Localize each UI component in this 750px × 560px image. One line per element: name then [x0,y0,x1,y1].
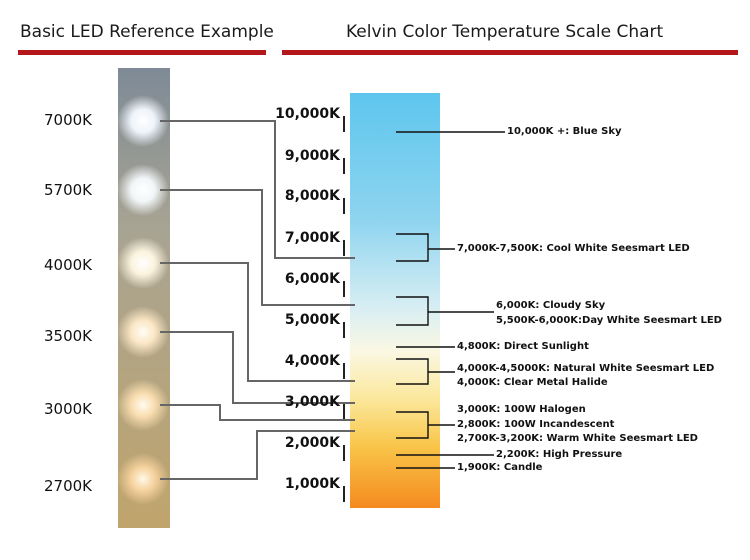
scale-label-7000k: 7,000K [284,230,340,246]
right-title: Kelvin Color Temperature Scale Chart [346,22,664,42]
led-label-3000k: 3000K [44,400,93,418]
kelvin-scale-bar [350,93,440,508]
desc-warm-white: 2,700K-3,200K: Warm White Seesmart LED [457,433,698,444]
desc-high-pressure: 2,200K: High Pressure [496,449,623,460]
left-title: Basic LED Reference Example [20,22,274,42]
desc-incandescent: 2,800K: 100W Incandescent [457,419,615,430]
scale-label-1000k: 1,000K [284,476,340,492]
desc-direct-sunlight: 4,800K: Direct Sunlight [457,341,589,352]
led-connector-lines [160,120,355,480]
led-label-3500k: 3500K [44,327,93,345]
desc-cloudy-sky: 6,000K: Cloudy Sky [496,300,606,311]
led-3000k [117,379,169,431]
scale-label-10000k: 10,000K [275,106,340,122]
scale-label-8000k: 8,000K [284,188,340,204]
scale-label-4000k: 4,000K [284,353,340,369]
led-3500k [117,306,169,358]
led-label-5700k: 5700K [44,181,93,199]
led-4000k [117,237,169,289]
desc-candle: 1,900K: Candle [457,462,543,473]
right-title-rule [282,50,738,55]
desc-cool-white: 7,000K-7,500K: Cool White Seesmart LED [457,243,690,254]
scale-label-2000k: 2,000K [284,435,340,451]
desc-halogen: 3,000K: 100W Halogen [457,404,586,415]
led-2700k [117,453,169,505]
desc-blue-sky: 10,000K +: Blue Sky [507,126,622,137]
led-label-4000k: 4000K [44,256,93,274]
scale-label-3000k: 3,000K [284,394,340,410]
desc-metal-halide: 4,000K: Clear Metal Halide [457,377,608,388]
reference-lines [396,131,505,469]
scale-label-9000k: 9,000K [284,148,340,164]
led-label-2700k: 2700K [44,477,93,495]
scale-label-5000k: 5,000K [284,312,340,328]
led-label-7000k: 7000K [44,111,93,129]
scale-label-6000k: 6,000K [284,271,340,287]
led-7000k [117,95,169,147]
led-5700k [117,164,169,216]
desc-natural-white: 4,000K-4,5000K: Natural White Seesmart L… [457,363,715,374]
desc-day-white: 5,500K-6,000K:Day White Seesmart LED [496,315,722,326]
left-title-rule [18,50,266,55]
